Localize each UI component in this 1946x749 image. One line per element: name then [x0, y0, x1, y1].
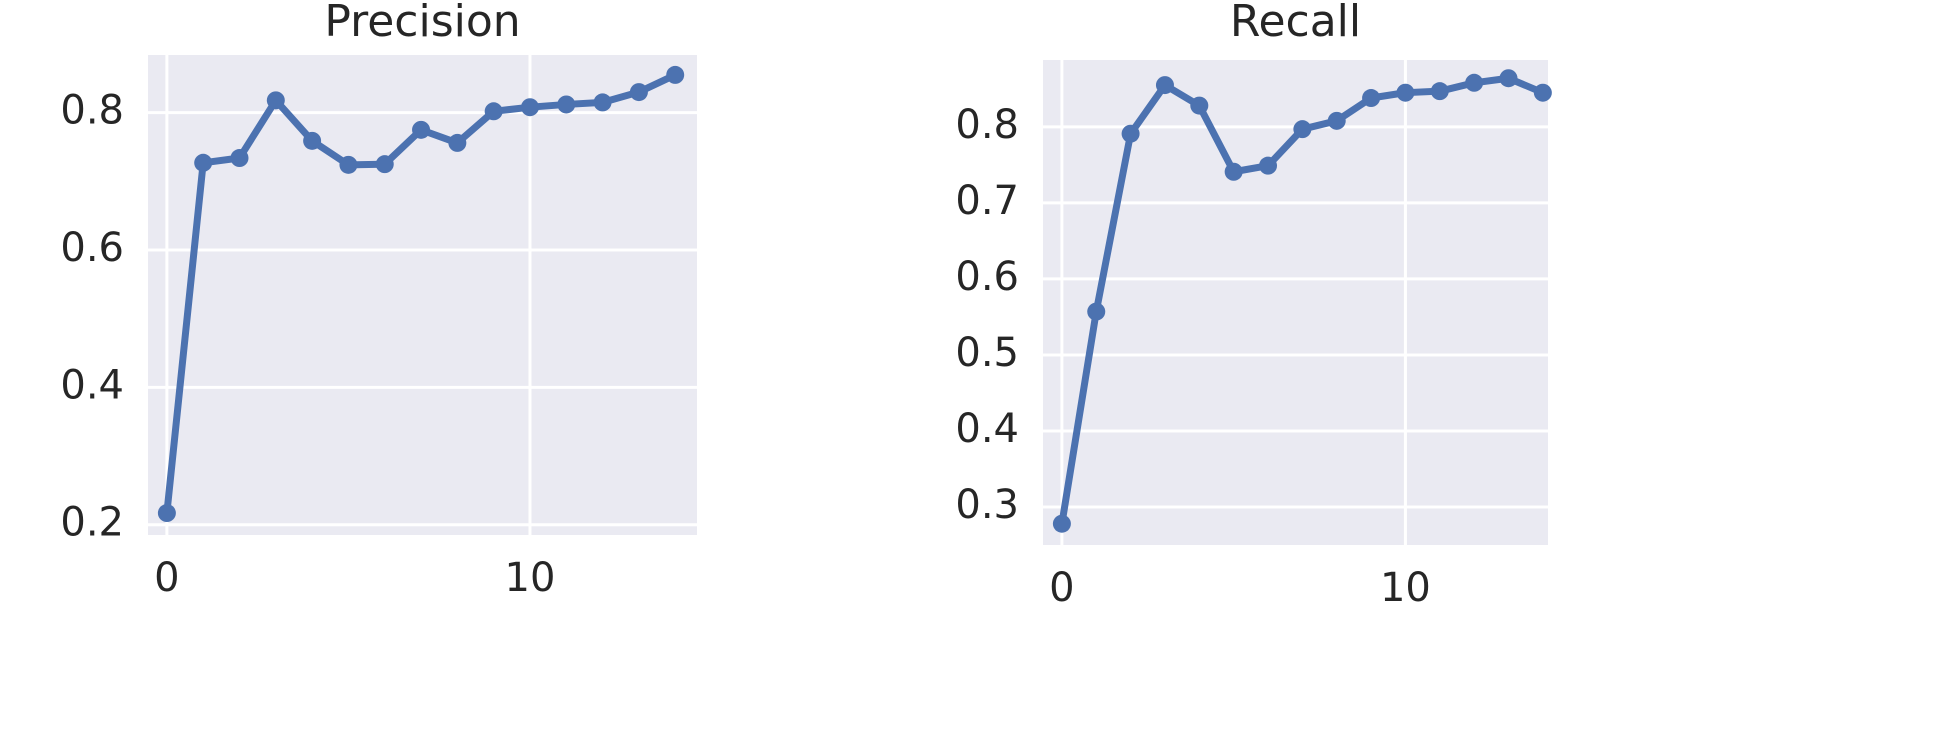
x-tick-label: 10 — [505, 555, 556, 601]
marker — [557, 95, 576, 114]
y-tick-label: 0.2 — [60, 500, 124, 546]
y-tick-label: 0.4 — [60, 362, 124, 408]
marker — [157, 504, 176, 523]
marker — [484, 102, 503, 121]
marker — [1224, 162, 1243, 181]
marker — [1465, 73, 1484, 92]
marker — [339, 155, 358, 174]
marker — [1293, 120, 1312, 139]
y-tick-label: 0.5 — [955, 330, 1019, 376]
chart-title: Precision — [324, 0, 520, 47]
marker — [1327, 111, 1346, 130]
y-tick-label: 0.6 — [60, 225, 124, 271]
marker — [629, 83, 648, 102]
marker — [666, 65, 685, 84]
marker — [1533, 83, 1552, 102]
marker — [1430, 82, 1449, 101]
marker — [266, 91, 285, 110]
marker — [194, 153, 213, 172]
y-tick-label: 0.6 — [955, 254, 1019, 300]
y-tick-label: 0.8 — [955, 102, 1019, 148]
marker — [303, 131, 322, 150]
marker — [375, 155, 394, 174]
marker — [1190, 96, 1209, 115]
y-tick-label: 0.8 — [60, 88, 124, 134]
marker — [412, 120, 431, 139]
marker — [1087, 302, 1106, 321]
marker — [520, 98, 539, 117]
marker — [593, 93, 612, 112]
y-tick-label: 0.3 — [955, 482, 1019, 528]
x-tick-label: 0 — [1049, 565, 1074, 611]
marker — [1121, 124, 1140, 143]
y-tick-label: 0.7 — [955, 178, 1019, 224]
chart-title: Recall — [1230, 0, 1361, 47]
marker — [1155, 76, 1174, 95]
chart: Recall 0.3 0.4 0.5 0.6 0.7 0.8 0 10 — [955, 0, 1552, 611]
marker — [448, 133, 467, 152]
x-tick-label: 10 — [1380, 565, 1431, 611]
x-tick-label: 0 — [154, 555, 179, 601]
marker — [230, 149, 249, 168]
marker — [1259, 156, 1278, 175]
marker — [1052, 514, 1071, 533]
marker — [1362, 89, 1381, 108]
chart: Precision 0.2 0.4 0.6 0.8 0 10 — [60, 0, 697, 601]
marker — [1499, 69, 1518, 88]
y-tick-label: 0.4 — [955, 406, 1019, 452]
marker — [1396, 83, 1415, 102]
